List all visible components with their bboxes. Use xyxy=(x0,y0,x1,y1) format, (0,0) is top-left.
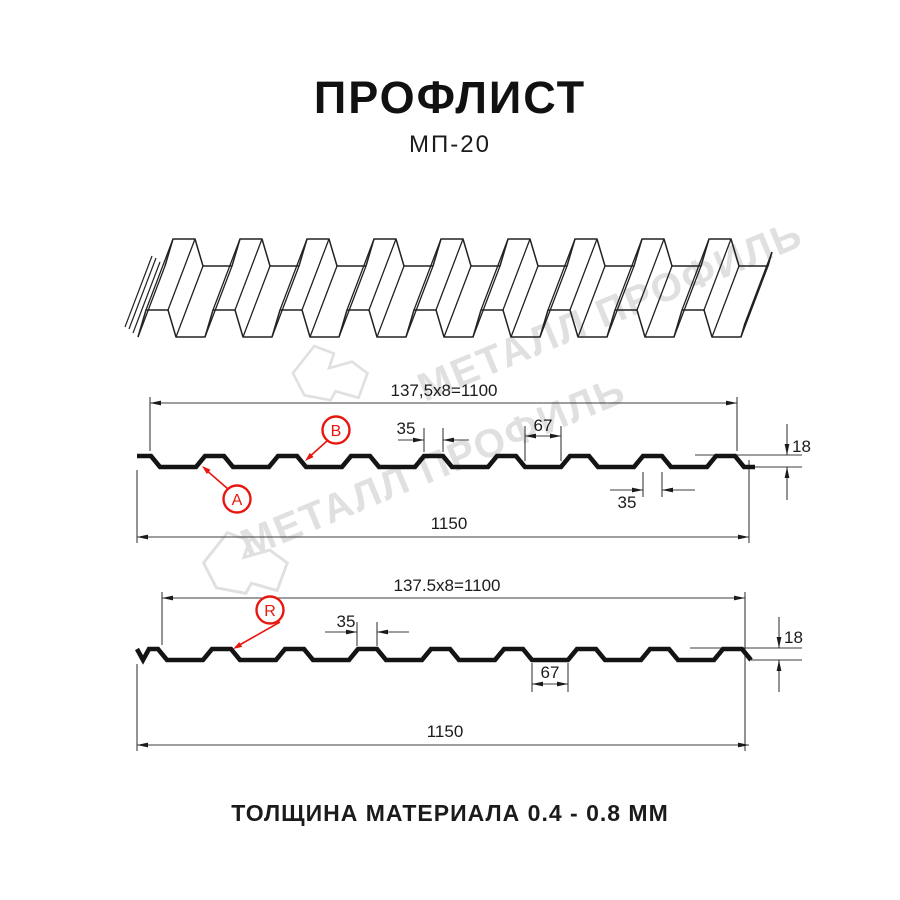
sheet-3d-cut-edge xyxy=(124,255,161,334)
dim-height-18-lines xyxy=(695,424,802,500)
dim-height-18-lines xyxy=(690,617,802,692)
arrowhead xyxy=(776,637,782,648)
arrowhead xyxy=(726,400,737,406)
dim-label-overall-width-top: 1150 xyxy=(431,514,468,533)
sheet-3d-rib-lines xyxy=(137,238,773,338)
arrowhead xyxy=(413,437,424,443)
arrowhead xyxy=(162,595,173,601)
side-marker-r: R xyxy=(233,595,285,649)
dim-rib35-lines xyxy=(325,622,409,646)
page-title: ПРОФЛИСТ xyxy=(313,72,587,123)
dim-label-pitch-top: 137,5x8=1100 xyxy=(391,381,498,400)
arrowhead xyxy=(532,681,543,687)
cross-section-top: 137,5x8=1100 35 67 35 1150 18 B A xyxy=(136,381,811,543)
dim-label-pitch-bottom: 137.5x8=1100 xyxy=(394,576,501,595)
arrowhead xyxy=(150,400,161,406)
dim-label-rib-width-top: 35 xyxy=(397,419,416,438)
dim-label-flat-width: 67 xyxy=(541,663,560,682)
arrowhead xyxy=(734,595,745,601)
marker-b-label: B xyxy=(331,423,342,440)
side-marker-b: B xyxy=(305,415,351,461)
arrowhead xyxy=(377,629,388,635)
side-marker-a: A xyxy=(202,466,252,514)
dim-rib35-top-lines xyxy=(398,428,469,452)
sheet-3d-view xyxy=(124,238,773,338)
arrowhead xyxy=(346,629,357,635)
marker-a-label: A xyxy=(232,492,243,509)
dim-label-rib-width: 35 xyxy=(337,612,356,631)
brand-logo-icon xyxy=(201,530,290,595)
cross-section-bottom: 137.5x8=1100 35 67 1150 18 R xyxy=(134,576,803,751)
arrowhead xyxy=(784,444,790,455)
arrowhead xyxy=(784,467,790,478)
marker-r-label: R xyxy=(264,603,276,620)
material-thickness-note: ТОЛЩИНА МАТЕРИАЛА 0.4 - 0.8 ММ xyxy=(231,800,669,826)
profile-outline-top xyxy=(137,453,755,470)
dim-rib35-bottom-lines xyxy=(610,472,695,497)
sheet-3d-far-edge xyxy=(164,238,773,267)
dim-label-flat-width-top: 67 xyxy=(534,416,553,435)
dim-label-height-bottom: 18 xyxy=(784,628,803,647)
arrowhead xyxy=(525,433,536,439)
dim-pitch-top-lines xyxy=(149,397,738,451)
arrowhead xyxy=(632,487,643,493)
arrowhead xyxy=(557,681,568,687)
arrowhead xyxy=(550,433,561,439)
sheet-3d-near-edge xyxy=(137,309,746,338)
profile-outline-bottom xyxy=(134,646,753,665)
dim-label-overall-width-bottom: 1150 xyxy=(427,722,464,741)
brand-watermark-middle: МЕТАЛЛ ПРОФИЛЬ xyxy=(201,368,632,595)
arrowhead xyxy=(738,534,749,540)
dim-overall-1150-lines xyxy=(136,664,749,751)
arrowhead xyxy=(738,742,749,748)
dim-label-rib-width-bottom: 35 xyxy=(618,493,637,512)
dim-label-height-top: 18 xyxy=(792,437,811,456)
dim-pitch-bottom-lines xyxy=(161,592,746,751)
arrowhead xyxy=(137,742,148,748)
arrowhead xyxy=(662,487,673,493)
brand-logo-icon xyxy=(291,344,370,402)
arrowhead xyxy=(443,437,454,443)
arrowhead xyxy=(776,660,782,671)
dim-overall-1150-lines xyxy=(136,460,750,543)
product-model: МП-20 xyxy=(409,131,491,158)
arrowhead xyxy=(137,534,148,540)
